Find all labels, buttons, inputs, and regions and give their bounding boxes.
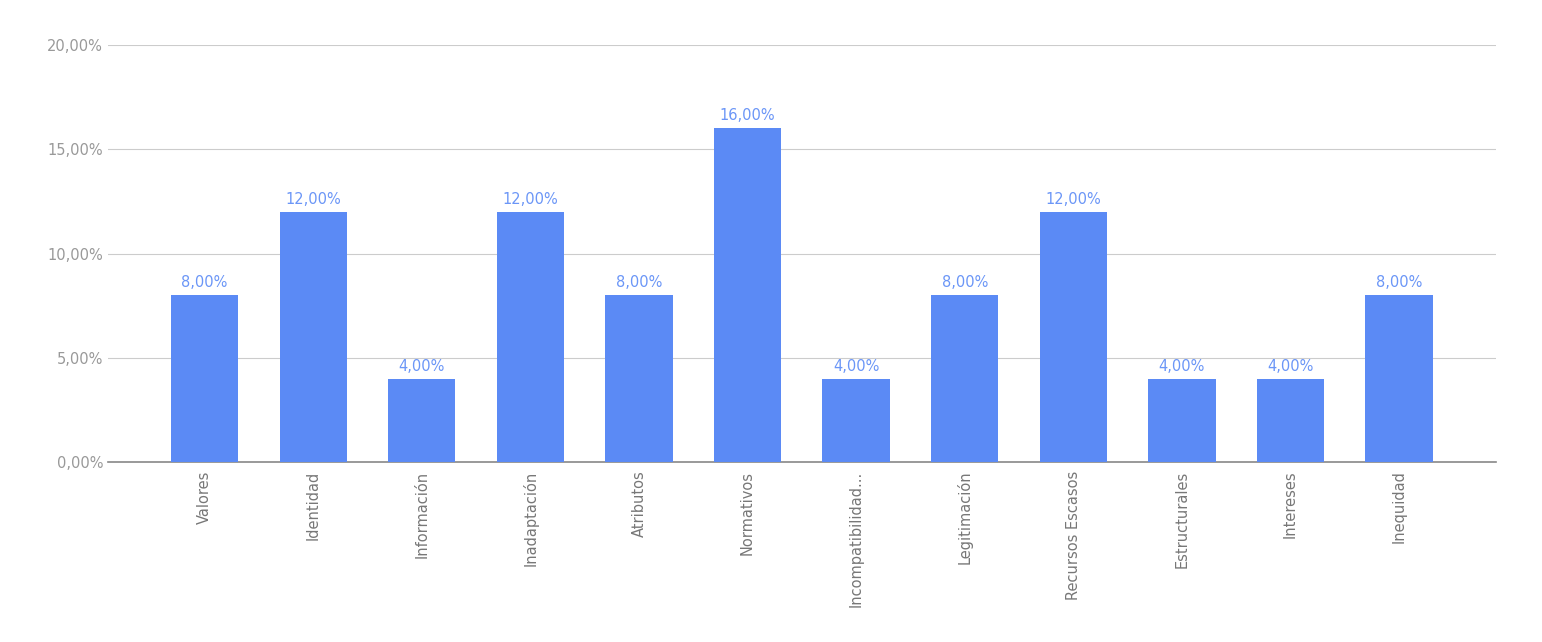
Bar (606, 295, 672, 462)
Text: 8,00%: 8,00% (1375, 275, 1422, 290)
Text: 8,00%: 8,00% (182, 275, 228, 290)
Text: 4,00%: 4,00% (399, 359, 446, 374)
Bar (389, 379, 455, 462)
Bar (931, 295, 998, 462)
Text: 8,00%: 8,00% (942, 275, 988, 290)
Text: 4,00%: 4,00% (1268, 359, 1314, 374)
Bar (497, 212, 564, 462)
Text: 16,00%: 16,00% (720, 108, 776, 123)
Bar (1365, 295, 1433, 462)
Bar (714, 128, 782, 462)
Bar (822, 379, 890, 462)
Text: 4,00%: 4,00% (833, 359, 879, 374)
Bar (279, 212, 347, 462)
Bar (1149, 379, 1215, 462)
Bar (1039, 212, 1107, 462)
Text: 8,00%: 8,00% (615, 275, 662, 290)
Text: 4,00%: 4,00% (1158, 359, 1204, 374)
Bar (171, 295, 239, 462)
Bar (1257, 379, 1325, 462)
Text: 12,00%: 12,00% (1045, 192, 1101, 207)
Text: 12,00%: 12,00% (285, 192, 341, 207)
Text: 12,00%: 12,00% (503, 192, 558, 207)
